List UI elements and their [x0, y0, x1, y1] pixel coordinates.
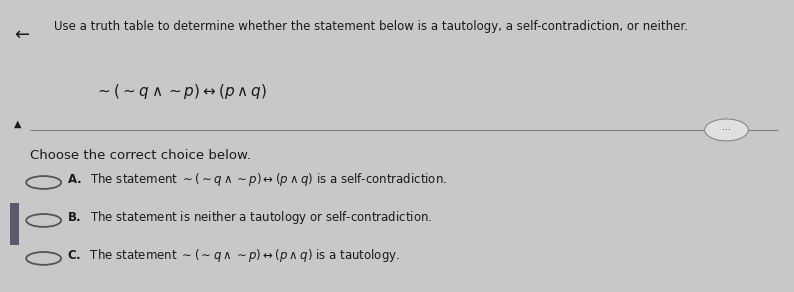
- Text: ←: ←: [14, 26, 29, 44]
- Text: $\mathbf{A.}$  The statement $\sim(\sim q\wedge\sim p)\leftrightarrow(p\wedge q): $\mathbf{A.}$ The statement $\sim(\sim q…: [67, 171, 448, 188]
- Text: $\mathbf{B.}$  The statement is neither a tautology or self-contradiction.: $\mathbf{B.}$ The statement is neither a…: [67, 209, 433, 226]
- Text: ▲: ▲: [14, 119, 21, 129]
- Text: $\sim(\sim q\wedge\sim p)\leftrightarrow(p\wedge q)$: $\sim(\sim q\wedge\sim p)\leftrightarrow…: [95, 82, 268, 101]
- Text: ···: ···: [722, 125, 731, 135]
- Ellipse shape: [705, 119, 749, 141]
- Text: $\mathbf{C.}$  The statement $\sim(\sim q\wedge\sim p)\leftrightarrow(p\wedge q): $\mathbf{C.}$ The statement $\sim(\sim q…: [67, 247, 401, 264]
- Text: Use a truth table to determine whether the statement below is a tautology, a sel: Use a truth table to determine whether t…: [54, 20, 688, 34]
- Text: Choose the correct choice below.: Choose the correct choice below.: [30, 149, 251, 162]
- Bar: [10, 203, 19, 245]
